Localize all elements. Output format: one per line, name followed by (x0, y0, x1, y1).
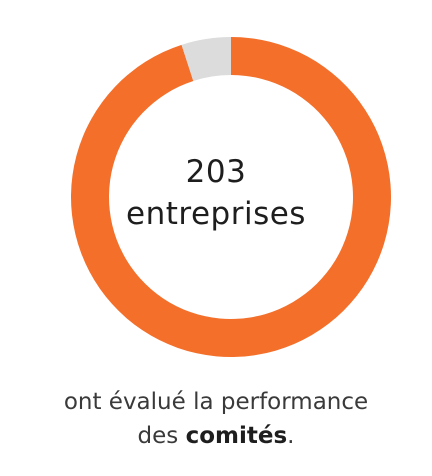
donut-chart-svg (70, 37, 392, 357)
caption-line-1: ont évalué la performance (63, 389, 369, 415)
caption-line-2-prefix: des (137, 423, 186, 449)
donut-slice-2 (181, 37, 231, 81)
caption-line-2-suffix: . (287, 423, 295, 449)
donut-chart: 203 entreprises (70, 37, 392, 357)
caption-line-2-strong: comités (185, 423, 288, 449)
center-unit: entreprises (126, 196, 306, 232)
center-value: 203 (185, 154, 247, 190)
caption-line-2: des comités. (0, 419, 432, 453)
caption: ont évalué la performance des comités. (0, 385, 432, 453)
